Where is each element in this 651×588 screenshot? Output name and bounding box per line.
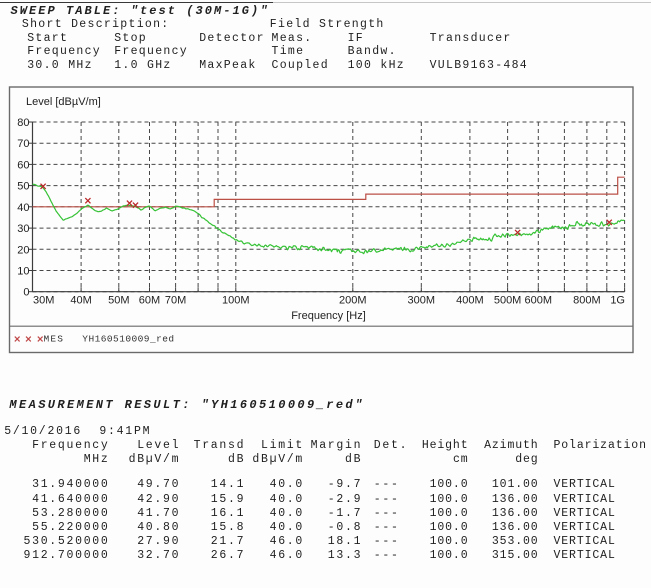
svg-text:100M: 100M xyxy=(222,295,250,307)
svg-text:Level [dBµV/m]: Level [dBµV/m] xyxy=(26,96,101,108)
svg-text:MES: MES xyxy=(44,334,65,345)
svg-text:50: 50 xyxy=(17,181,29,193)
svg-text:70M: 70M xyxy=(165,295,186,307)
svg-text:Frequency [Hz]: Frequency [Hz] xyxy=(291,310,366,322)
svg-text:60: 60 xyxy=(17,159,29,171)
svg-text:200M: 200M xyxy=(339,295,367,307)
svg-text:500M: 500M xyxy=(494,295,522,307)
svg-text:800M: 800M xyxy=(573,295,601,307)
svg-text:70: 70 xyxy=(17,138,29,150)
svg-text:30M: 30M xyxy=(33,295,54,307)
svg-text:1G: 1G xyxy=(610,295,625,307)
svg-text:10: 10 xyxy=(17,266,29,278)
svg-text:50M: 50M xyxy=(108,295,129,307)
svg-text:20: 20 xyxy=(17,244,29,256)
svg-text:YH160510009_red: YH160510009_red xyxy=(82,334,174,345)
svg-text:30: 30 xyxy=(17,223,29,235)
svg-text:400M: 400M xyxy=(456,295,484,307)
svg-text:80: 80 xyxy=(17,117,29,129)
svg-text:300M: 300M xyxy=(408,295,436,307)
svg-text:600M: 600M xyxy=(525,295,553,307)
svg-text:0: 0 xyxy=(23,287,29,299)
svg-text:40: 40 xyxy=(17,202,29,214)
svg-text:40M: 40M xyxy=(70,295,91,307)
svg-text:60M: 60M xyxy=(139,295,160,307)
